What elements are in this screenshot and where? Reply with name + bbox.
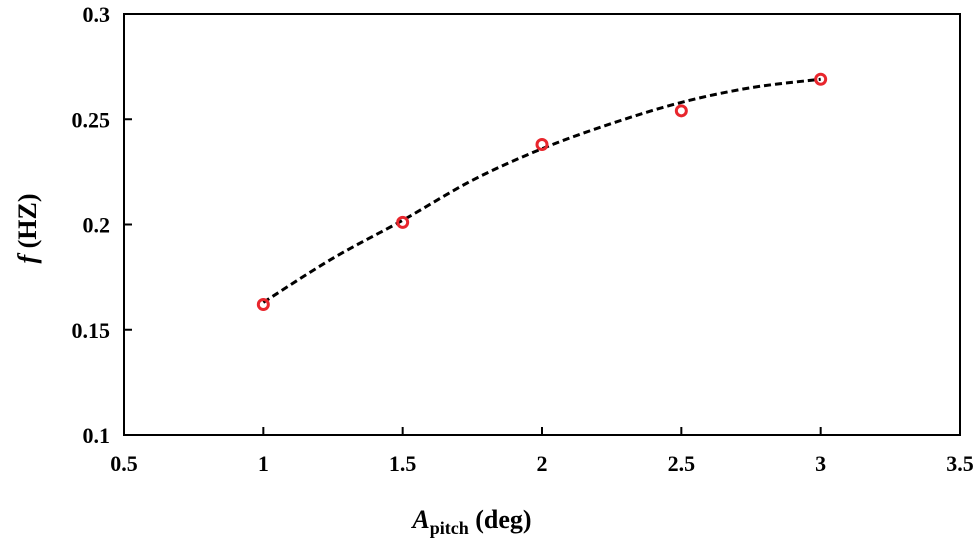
x-tick-label: 2.5 xyxy=(668,451,696,476)
data-point xyxy=(674,104,688,118)
x-tick-label: 2 xyxy=(537,451,548,476)
y-tick-label: 0.2 xyxy=(83,213,111,238)
y-tick-label: 0.1 xyxy=(83,423,111,448)
x-tick-label: 3.5 xyxy=(946,451,974,476)
series-layer xyxy=(256,72,828,311)
x-axis-unit: (deg) xyxy=(469,505,532,534)
plot-frame xyxy=(123,13,961,436)
x-tick-label: 1.5 xyxy=(389,451,417,476)
x-axis-ticks: 0.5 1 1.5 2 2.5 3 3.5 xyxy=(110,427,974,476)
y-tick-label: 0.25 xyxy=(72,107,111,132)
x-axis-subscript: pitch xyxy=(430,518,469,538)
y-axis-symbol: f xyxy=(13,253,42,264)
x-axis-symbol: A xyxy=(410,505,429,534)
x-axis-title: Apitch (deg) xyxy=(410,505,531,538)
y-axis-unit: (HZ) xyxy=(13,193,42,254)
y-tick-label: 0.3 xyxy=(83,2,111,27)
y-axis-title: f (HZ) xyxy=(13,193,42,263)
y-axis-ticks: 0.1 0.15 0.2 0.25 0.3 xyxy=(72,2,132,448)
x-tick-label: 1 xyxy=(258,451,269,476)
x-tick-label: 3 xyxy=(815,451,826,476)
data-point xyxy=(256,297,270,311)
data-point xyxy=(814,72,828,86)
y-tick-label: 0.15 xyxy=(72,318,111,343)
data-point xyxy=(535,138,549,152)
x-tick-label: 0.5 xyxy=(110,451,138,476)
fit-curve-line xyxy=(262,77,821,304)
data-point xyxy=(396,215,410,229)
